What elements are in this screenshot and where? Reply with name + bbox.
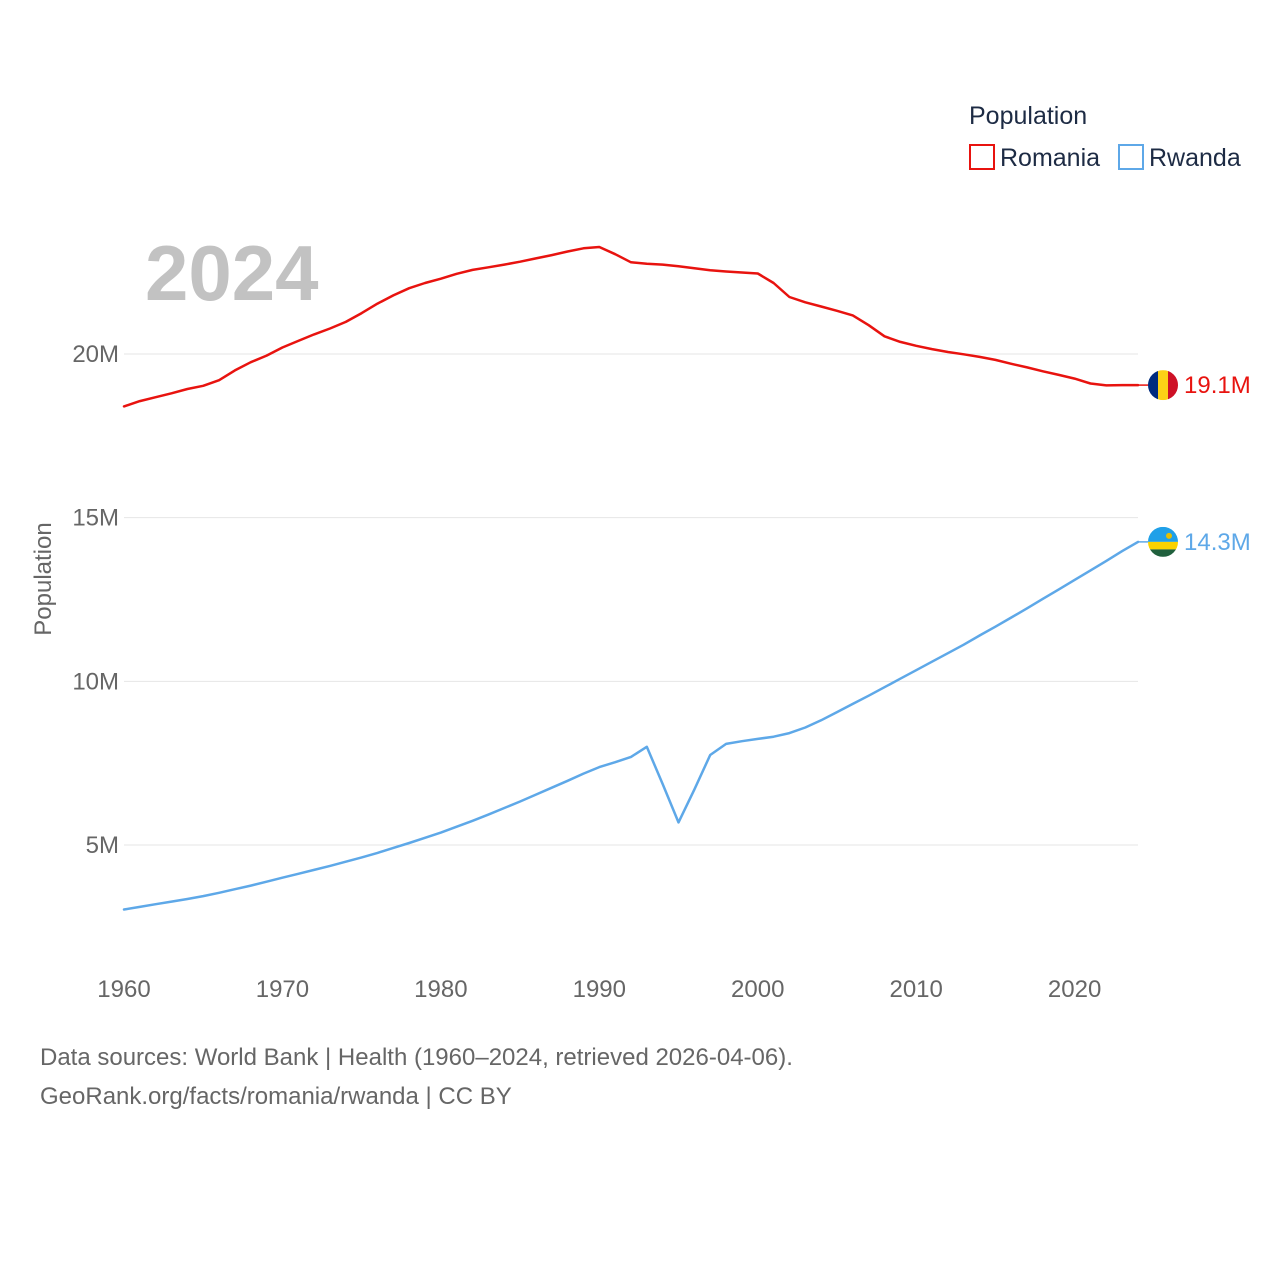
- population-chart: 5M 10M 15M 20M 1960 1970 1980 1990 2000 2010 2020…: [30, 102, 1251, 1003]
- y-tick-label: 15M: [72, 505, 119, 532]
- x-tick-label: 1970: [256, 976, 309, 1003]
- x-tick-label: 1980: [414, 976, 467, 1003]
- y-axis: 5M 10M 15M 20M: [72, 341, 119, 859]
- legend-swatch-rwanda: [1118, 144, 1144, 170]
- end-label-rwanda: 14.3M: [1184, 529, 1251, 556]
- legend-label-rwanda: Rwanda: [1149, 144, 1241, 172]
- x-tick-label: 2020: [1048, 976, 1101, 1003]
- legend-label-romania: Romania: [1000, 144, 1100, 172]
- footer-attribution: GeoRank.org/facts/romania/rwanda | CC BY: [40, 1083, 512, 1110]
- x-axis: 1960 1970 1980 1990 2000 2010 2020: [97, 976, 1101, 1003]
- series-lines: [122, 245, 1140, 911]
- legend: Population Romania Rwanda: [969, 102, 1241, 172]
- x-tick-label: 1990: [573, 976, 626, 1003]
- x-tick-label: 1960: [97, 976, 150, 1003]
- y-axis-title: Population: [30, 522, 57, 635]
- x-tick-label: 2010: [889, 976, 942, 1003]
- legend-swatch-romania: [969, 144, 995, 170]
- y-tick-label: 5M: [86, 832, 119, 859]
- series-line-romania[interactable]: [122, 245, 1140, 408]
- footer-sources: Data sources: World Bank | Health (1960–…: [40, 1044, 793, 1071]
- legend-title: Population: [969, 102, 1087, 130]
- x-tick-label: 2000: [731, 976, 784, 1003]
- series-line-rwanda[interactable]: [122, 540, 1140, 911]
- year-watermark: 2024: [145, 229, 319, 317]
- y-tick-label: 20M: [72, 341, 119, 368]
- legend-item-rwanda[interactable]: Rwanda: [1118, 144, 1241, 172]
- flag-rwanda-icon: [1148, 526, 1178, 557]
- series-endpoints: 19.1M 14.3M: [1138, 370, 1251, 557]
- gridlines: [124, 353, 1138, 846]
- y-tick-label: 10M: [72, 668, 119, 695]
- end-label-romania: 19.1M: [1184, 372, 1251, 399]
- legend-item-romania[interactable]: Romania: [969, 144, 1100, 172]
- flag-romania-icon: [1148, 370, 1178, 401]
